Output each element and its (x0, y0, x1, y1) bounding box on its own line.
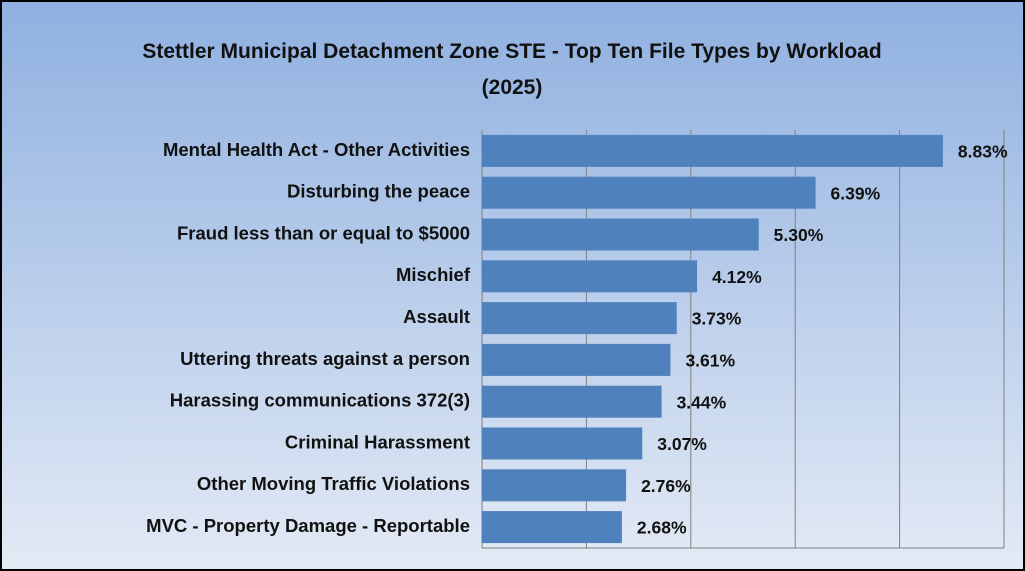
y-tick-label: Mischief (396, 264, 471, 285)
value-label: 5.30% (774, 225, 824, 245)
y-tick-label: Fraud less than or equal to $5000 (177, 222, 470, 243)
y-tick-label: Other Moving Traffic Violations (197, 473, 470, 494)
y-tick-label: Assault (403, 306, 470, 327)
y-tick-label: Mental Health Act - Other Activities (163, 139, 470, 160)
value-label: 2.76% (641, 476, 691, 496)
bar (482, 427, 643, 460)
bar (482, 260, 698, 293)
value-label: 4.12% (712, 267, 762, 287)
value-label: 3.73% (692, 309, 742, 329)
value-label: 6.39% (831, 183, 881, 203)
bar (482, 343, 671, 376)
bar (482, 469, 627, 502)
value-label: 3.07% (657, 434, 707, 454)
y-tick-label: Criminal Harassment (285, 431, 470, 452)
value-label: 3.44% (677, 392, 727, 412)
y-tick-label: MVC - Property Damage - Reportable (146, 515, 470, 536)
y-tick-label: Harassing communications 372(3) (170, 390, 470, 411)
bar (482, 218, 759, 251)
value-label: 2.68% (637, 518, 687, 538)
y-tick-label: Disturbing the peace (287, 181, 470, 202)
bar (482, 134, 943, 167)
bar (482, 302, 677, 335)
chart-title: Stettler Municipal Detachment Zone STE -… (142, 40, 882, 99)
value-label: 8.83% (958, 142, 1008, 162)
y-tick-label: Uttering threats against a person (180, 348, 470, 369)
value-label: 3.61% (685, 351, 735, 371)
bar (482, 385, 662, 418)
bar (482, 511, 622, 544)
bar (482, 176, 816, 209)
